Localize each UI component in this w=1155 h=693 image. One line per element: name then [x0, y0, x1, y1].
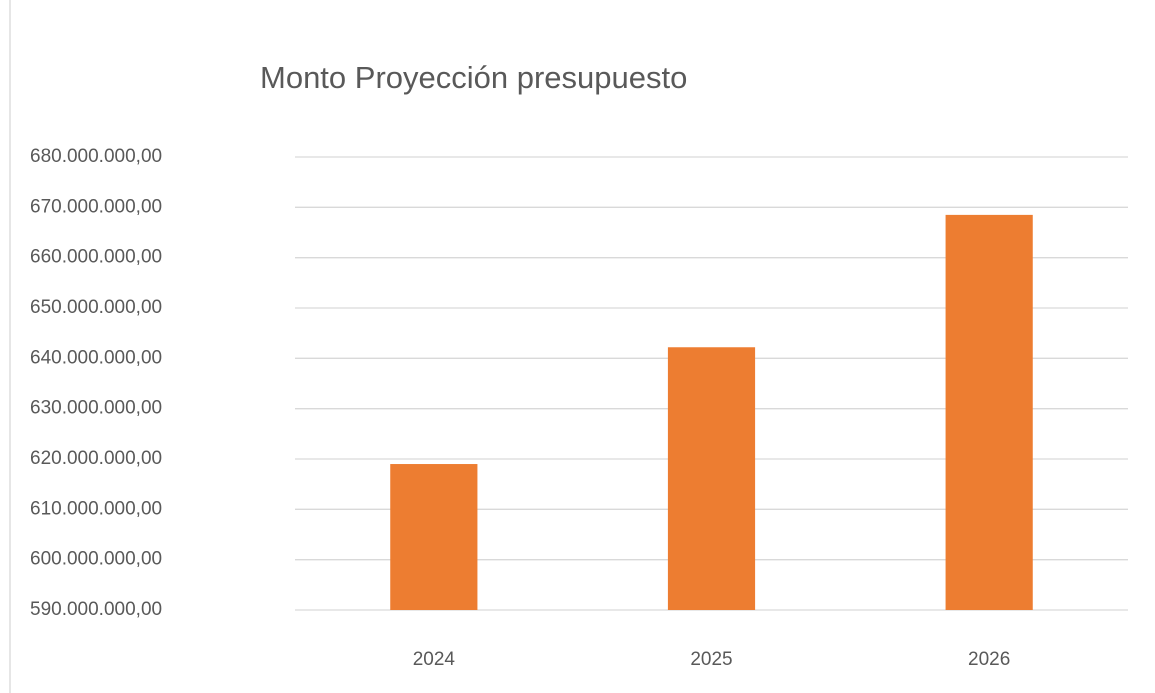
- y-tick-label: 600.000.000,00: [30, 549, 162, 570]
- x-tick-label: 2024: [413, 649, 456, 670]
- y-tick-label: 670.000.000,00: [30, 196, 162, 217]
- y-tick-label: 610.000.000,00: [30, 498, 162, 519]
- bar: [945, 214, 1033, 610]
- y-tick-label: 680.000.000,00: [30, 146, 162, 167]
- y-tick-label: 620.000.000,00: [30, 448, 162, 469]
- y-tick-label: 590.000.000,00: [30, 599, 162, 620]
- y-tick-label: 630.000.000,00: [30, 398, 162, 419]
- x-tick-label: 2025: [690, 649, 732, 670]
- y-tick-label: 660.000.000,00: [30, 247, 162, 268]
- x-tick-label: 2026: [968, 649, 1010, 670]
- bar: [667, 347, 756, 610]
- y-tick-label: 650.000.000,00: [30, 297, 162, 318]
- y-tick-label: 640.000.000,00: [30, 347, 162, 368]
- chart-title: Monto Proyección presupuesto: [260, 60, 687, 95]
- bar: [390, 464, 478, 610]
